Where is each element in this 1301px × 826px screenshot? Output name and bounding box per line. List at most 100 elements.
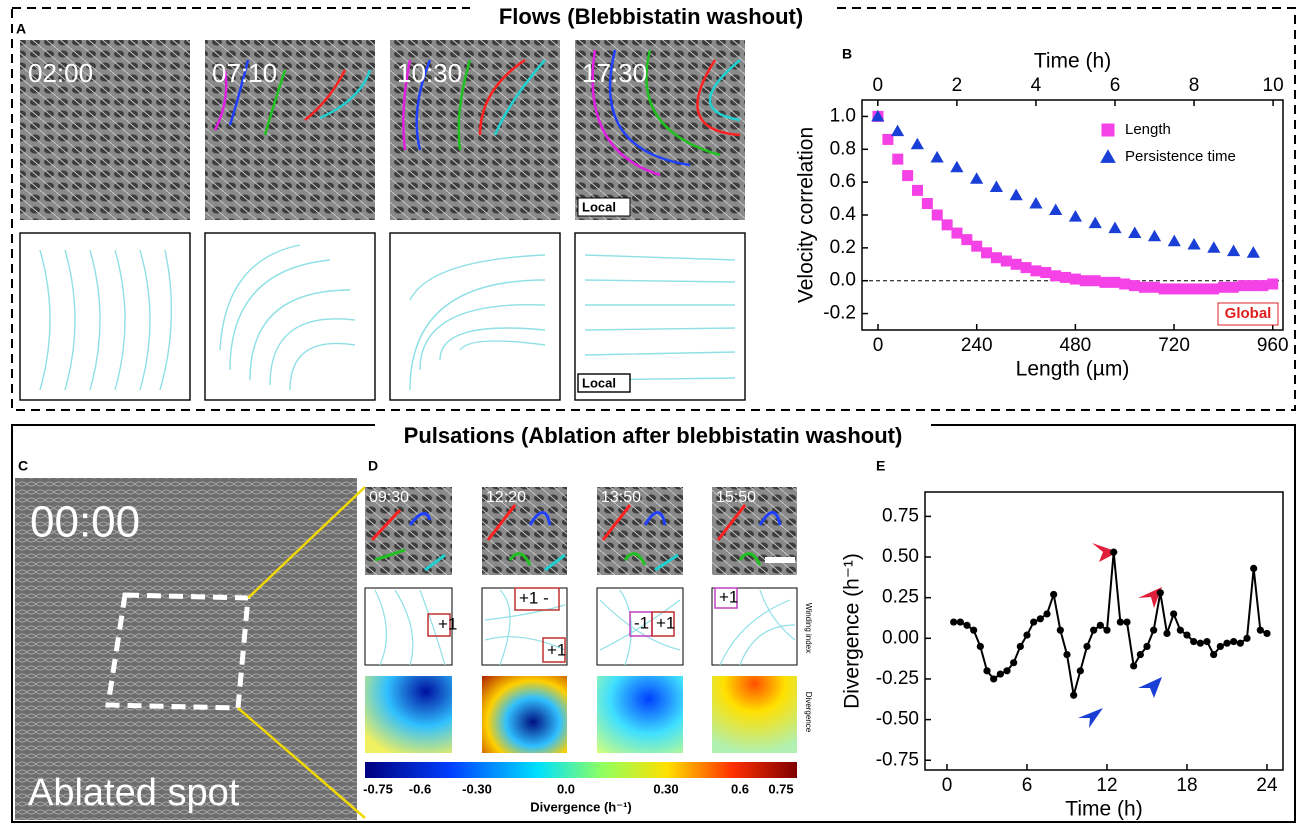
marker <box>961 234 973 246</box>
marker <box>1178 283 1190 295</box>
arrowheads <box>1078 543 1162 728</box>
timestamp: 17:30 <box>582 58 647 88</box>
x-axis-label: Length (µm) <box>1016 358 1130 381</box>
marker <box>890 124 905 137</box>
timestamp: 13:50 <box>601 489 641 506</box>
colorbar-tick: -0.6 <box>409 781 431 796</box>
marker <box>976 642 984 651</box>
flow-images <box>20 40 745 220</box>
y-tick-label: 1.0 <box>830 105 856 126</box>
panel-label: C <box>18 458 28 474</box>
winding-label: +1 <box>719 587 738 606</box>
marker <box>1029 196 1043 209</box>
marker <box>1226 244 1241 257</box>
marker <box>1016 642 1024 651</box>
timestamp: 15:50 <box>716 489 756 506</box>
winding-panel <box>481 587 568 666</box>
marker <box>1168 283 1180 295</box>
marker <box>910 137 924 150</box>
label-box <box>577 197 631 217</box>
divergence-map <box>712 676 797 753</box>
marker <box>1190 637 1198 646</box>
winding-boxes <box>427 587 738 663</box>
marker <box>1267 278 1279 290</box>
marker <box>892 153 904 165</box>
timestamp: 09:30 <box>369 489 409 506</box>
x2-tick-label: 4 <box>1031 75 1042 96</box>
panel-label: E <box>876 458 885 474</box>
marker <box>1256 626 1264 634</box>
marker <box>1119 278 1131 290</box>
winding-label: -1 <box>634 613 649 632</box>
x2-tick-label: 6 <box>1110 75 1121 96</box>
y-tick-label: 0.4 <box>830 204 857 225</box>
colorbar-tick: 0.6 <box>731 781 749 796</box>
marker <box>1246 246 1260 258</box>
marker <box>912 184 924 196</box>
marker <box>1063 650 1071 659</box>
flows-frame <box>11 7 1296 411</box>
y-axis-label: Divergence (h⁻¹) <box>841 553 864 709</box>
y-axis-label: Velocity correlation <box>795 127 818 303</box>
y-tick-label: -0.50 <box>876 709 919 730</box>
x-tick-label: 480 <box>1060 335 1092 356</box>
arrowhead <box>1092 543 1118 562</box>
marker <box>1198 283 1210 295</box>
winding-label: +1 <box>547 640 566 659</box>
x-tick-label: 0 <box>942 775 953 796</box>
marker <box>1250 564 1258 573</box>
marker <box>921 198 933 209</box>
local-label: Local <box>582 199 616 214</box>
marker <box>1010 659 1018 667</box>
panel-label: D <box>368 458 378 474</box>
marker <box>1210 650 1218 659</box>
divergence-map <box>365 676 452 753</box>
annotation-box <box>1217 302 1279 326</box>
title-backdrop <box>470 6 832 28</box>
marker <box>1030 265 1042 277</box>
marker <box>1099 276 1111 288</box>
pulse-panels <box>364 487 798 778</box>
panel-label: A <box>16 21 26 37</box>
y-tick-label: 0.00 <box>882 627 919 648</box>
marker <box>1143 642 1151 651</box>
x-tick-label: 960 <box>1257 335 1289 356</box>
colorbar-tick: 0.0 <box>557 781 575 796</box>
marker <box>1203 637 1211 646</box>
y-tick-label: 0.8 <box>830 138 856 159</box>
marker <box>996 670 1004 678</box>
marker <box>1129 280 1141 292</box>
marker <box>1108 221 1122 234</box>
x-tick-label: 24 <box>1256 775 1278 796</box>
micrograph <box>205 40 375 220</box>
y-tick-label: 0.0 <box>830 270 856 291</box>
marker <box>1156 589 1164 597</box>
tracks <box>370 504 795 572</box>
marker <box>882 133 894 145</box>
zoom-line <box>237 707 366 819</box>
plot-frame <box>861 99 1284 331</box>
marker <box>1207 241 1221 253</box>
marker <box>1050 270 1062 282</box>
marker <box>871 109 885 122</box>
x-tick-label: 6 <box>1022 775 1033 796</box>
marker <box>1167 234 1181 247</box>
marker <box>963 621 971 629</box>
marker <box>1101 123 1115 137</box>
marker <box>951 227 963 239</box>
x-axis-label: Time (h) <box>1065 798 1142 821</box>
marker <box>1020 262 1032 274</box>
x2-tick-label: 8 <box>1189 75 1200 96</box>
section-title: Pulsations (Ablation after blebbistatin … <box>404 423 903 448</box>
ablated-label: Ablated spot <box>28 772 240 814</box>
marker <box>1216 642 1224 651</box>
winding-panel <box>596 587 684 666</box>
y-tick-label: 0.2 <box>830 237 856 258</box>
colorbar-tick: -0.75 <box>363 781 393 796</box>
marker <box>990 675 998 683</box>
marker <box>1079 275 1091 287</box>
marker <box>1138 281 1150 293</box>
marker <box>1158 283 1170 295</box>
colorbar-tick: -0.30 <box>462 781 492 796</box>
colorbar-label: Divergence (h⁻¹) <box>530 799 632 814</box>
